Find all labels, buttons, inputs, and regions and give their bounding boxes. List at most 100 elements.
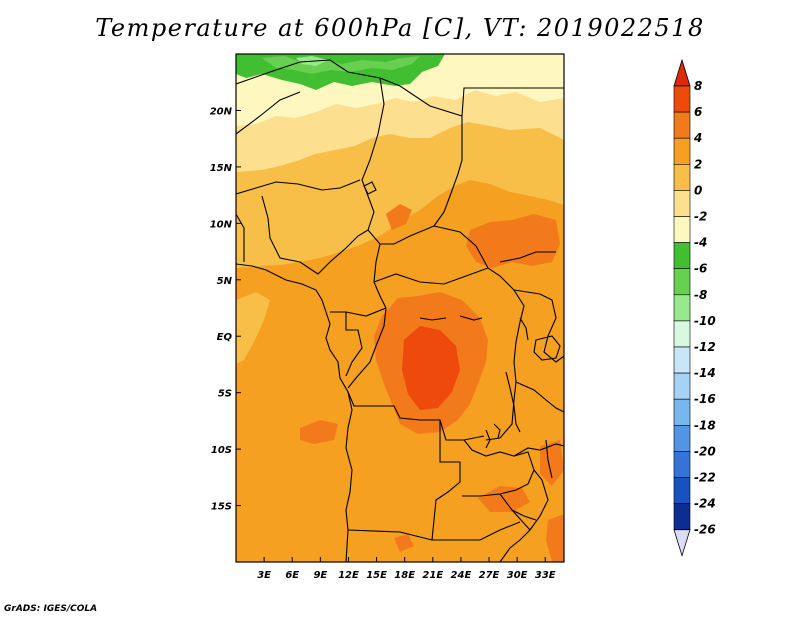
- colorbar-level-label: 0: [694, 183, 702, 197]
- colorbar-level-label: -14: [694, 366, 716, 380]
- lake-albert: [519, 317, 529, 341]
- field-band-4to6-patch4: [540, 440, 564, 486]
- field-band-0to2-coast: [236, 292, 270, 364]
- map-title: Temperature at 600hPa [C], VT: 201902251…: [95, 14, 705, 42]
- colorbar-swatch: [673, 398, 691, 426]
- field-band-4to6-east: [466, 214, 560, 268]
- colorbar-level-label: -20: [694, 444, 716, 458]
- colorbar-level-label: -6: [694, 262, 707, 276]
- lon-tick-label: 33E: [535, 570, 556, 581]
- border-namibia: [347, 521, 521, 541]
- lake-upemba: [485, 429, 491, 449]
- lon-tick-label: 27E: [479, 570, 500, 581]
- lat-tick-label: 5N: [217, 276, 233, 287]
- lat-tick-label: 5S: [218, 389, 232, 400]
- colorbar-swatch: [673, 137, 691, 165]
- border-nigeria-north: [236, 179, 361, 195]
- border-niger-libya-chad: [236, 59, 564, 117]
- field-band-minus8tominus6: [262, 56, 420, 74]
- border-drc-east: [485, 289, 525, 441]
- lon-tick-label: 6E: [285, 570, 299, 581]
- colorbar-swatch: [673, 372, 691, 400]
- border-sudan-ethiopia: [499, 251, 556, 263]
- border-malawi-moz: [499, 469, 549, 562]
- colorbar-level-label: -12: [694, 340, 716, 354]
- colorbar-level-label: 4: [693, 131, 702, 145]
- colorbar-swatch: [673, 85, 691, 113]
- colorbar-level-label: -8: [694, 288, 707, 302]
- colorbar-level-label: 2: [694, 157, 702, 171]
- temperature-field: [236, 54, 564, 562]
- lat-tick-label: 15N: [210, 163, 233, 174]
- colorbar-swatch: [673, 111, 691, 139]
- colorbar-level-label: -26: [694, 523, 716, 537]
- lake-mweru: [493, 423, 501, 439]
- colorbar-swatch: [673, 477, 691, 504]
- lon-tick-label: 21E: [422, 570, 443, 581]
- lake-kariba: [511, 509, 537, 521]
- colorbar-swatch: [673, 503, 691, 531]
- colorbar-level-label: -16: [694, 392, 716, 406]
- border-drc-angola: [347, 391, 485, 441]
- border-nigeria-cameroon: [261, 195, 369, 275]
- lon-tick-label: 9E: [313, 570, 327, 581]
- river-congo-1: [419, 317, 447, 321]
- colorbar-level-label: 8: [694, 79, 702, 93]
- lake-malawi: [545, 439, 553, 479]
- border-congo-drc: [347, 307, 387, 389]
- field-band-4to6-patch2: [300, 420, 338, 444]
- border-tanzania-south: [513, 443, 564, 457]
- axis-ticks: [236, 109, 546, 562]
- border-gabon-congo: [345, 312, 363, 377]
- border-cameroon-car: [367, 229, 387, 309]
- border-algeria-niger: [236, 91, 301, 135]
- border-tanzania: [515, 381, 564, 413]
- coastline-west-africa: [236, 263, 353, 562]
- lon-tick-label: 24E: [451, 570, 472, 581]
- field-band-4to6-patch6: [546, 514, 564, 562]
- country-boundaries: [236, 59, 564, 562]
- colorbar-swatch: [673, 216, 691, 243]
- field-band-4to6-patch1: [386, 204, 412, 230]
- colorbar-swatch: [673, 346, 691, 374]
- lake-chad: [363, 181, 377, 195]
- colorbar-swatch: [673, 190, 691, 217]
- border-chad-sudan: [433, 116, 463, 227]
- colorbar-swatch: [673, 164, 691, 191]
- colorbar-swatch: [673, 320, 691, 348]
- axis-tick-labels: 3E 6E 9E 12E 15E 18E 21E 24E 27E 30E 33E 20N 15N 10N 5…: [210, 106, 556, 581]
- colorbar-level-label: 6: [694, 105, 702, 119]
- colorbar-level-label: -24: [694, 497, 716, 511]
- border-car-south: [373, 267, 489, 285]
- lon-tick-label: 15E: [366, 570, 387, 581]
- lat-tick-label: EQ: [217, 332, 233, 343]
- colorbar-level-label: -18: [694, 418, 716, 432]
- colorbar-level-label: -4: [694, 236, 707, 250]
- lon-tick-label: 18E: [394, 570, 415, 581]
- lat-tick-label: 10S: [211, 445, 232, 456]
- border-benin: [236, 213, 245, 262]
- colorbar: [673, 58, 691, 558]
- colorbar-labels: 8 6 4 2 0 -2 -4 -6 -8 -10 -12 -14 -16 -18 -20 -22 -24 -26: [693, 79, 716, 537]
- lat-tick-label: 20N: [210, 106, 233, 117]
- colorbar-level-label: -22: [694, 471, 716, 485]
- border-zambia: [462, 439, 535, 497]
- border-south-sudan: [433, 225, 515, 291]
- colorbar-swatch: [673, 242, 691, 270]
- colorbar-bottom-triangle: [673, 529, 691, 558]
- border-niger-chad: [361, 77, 385, 231]
- border-uganda-kenya: [513, 289, 564, 363]
- lat-tick-label: 10N: [210, 219, 233, 230]
- border-angola-zambia: [431, 420, 461, 541]
- grads-credit: GrADS: IGES/COLA: [4, 604, 98, 614]
- colorbar-swatch: [673, 294, 691, 322]
- colorbar-swatch: [673, 268, 691, 296]
- colorbar-level-label: -10: [694, 314, 716, 328]
- lat-tick-label: 15S: [211, 502, 232, 513]
- colorbar-top-triangle: [673, 58, 691, 87]
- border-cameroon-south: [330, 307, 387, 317]
- lon-tick-label: 12E: [338, 570, 359, 581]
- lake-tanganyika: [505, 371, 521, 433]
- border-car-sudan: [380, 225, 435, 245]
- colorbar-swatch: [673, 451, 691, 478]
